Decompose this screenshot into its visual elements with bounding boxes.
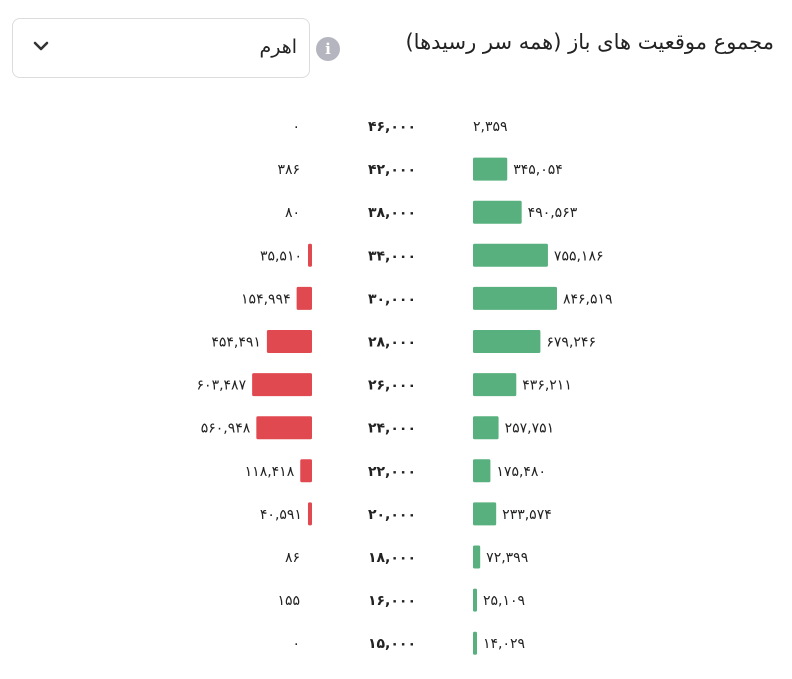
call-bar xyxy=(473,545,481,569)
call-value-label: ۶۷۹,۲۴۶ xyxy=(546,335,596,351)
put-value-label: ۰ xyxy=(292,119,300,135)
put-bar xyxy=(252,373,312,397)
call-bar xyxy=(473,502,497,526)
strike-label: ۲۲,۰۰۰ xyxy=(368,464,416,480)
put-bar xyxy=(296,286,312,310)
call-bar xyxy=(473,330,541,353)
call-value-label: ۲۳۳,۵۷۴ xyxy=(502,507,552,523)
strike-label: ۴۲,۰۰۰ xyxy=(368,162,416,178)
call-bar xyxy=(473,243,548,267)
call-value-label: ۱۴,۰۲۹ xyxy=(483,636,525,652)
strike-label: ۳۰,۰۰۰ xyxy=(368,291,416,307)
put-value-label: ۱۱۸,۴۱۸ xyxy=(245,464,295,480)
put-value-label: ۳۸۶ xyxy=(277,162,300,178)
chevron-down-icon xyxy=(33,41,49,51)
put-value-label: ۸۰ xyxy=(285,205,300,221)
call-value-label: ۱۷۵,۴۸۰ xyxy=(496,464,546,480)
chart-header: مجموع موقعیت های باز (همه سر رسیدها) i ا… xyxy=(0,0,792,90)
call-bar xyxy=(473,416,499,440)
strike-label: ۲۴,۰۰۰ xyxy=(368,421,416,437)
put-bar xyxy=(266,330,312,353)
put-bar xyxy=(308,243,312,267)
strike-label: ۲۶,۰۰۰ xyxy=(368,378,416,394)
strike-label: ۲۸,۰۰۰ xyxy=(368,335,416,351)
strike-label: ۱۵,۰۰۰ xyxy=(368,636,416,652)
call-bar xyxy=(473,286,557,310)
call-value-label: ۴۳۶,۲۱۱ xyxy=(522,378,572,394)
call-bar xyxy=(473,631,477,655)
strike-label: ۳۸,۰۰۰ xyxy=(368,205,416,221)
strike-label: ۲۰,۰۰۰ xyxy=(368,507,416,523)
call-bar xyxy=(473,157,508,181)
strike-label: ۱۶,۰۰۰ xyxy=(368,593,416,609)
put-value-label: ۸۶ xyxy=(285,550,300,566)
info-icon[interactable]: i xyxy=(316,37,340,61)
call-bar xyxy=(473,459,491,483)
call-bar xyxy=(473,588,477,612)
call-value-label: ۸۴۶,۵۱۹ xyxy=(563,291,613,307)
chart-title: مجموع موقعیت های باز (همه سر رسیدها) xyxy=(405,30,774,54)
call-value-label: ۷۵۵,۱۸۶ xyxy=(554,248,604,264)
put-value-label: ۴۵۴,۴۹۱ xyxy=(211,335,261,351)
put-value-label: ۰ xyxy=(292,636,300,652)
call-value-label: ۴۹۰,۵۶۳ xyxy=(528,205,578,221)
call-value-label: ۲۵,۱۰۹ xyxy=(483,593,525,609)
call-value-label: ۳۴۵,۰۵۴ xyxy=(513,162,563,178)
put-bar xyxy=(300,459,312,483)
put-value-label: ۱۵۵ xyxy=(277,593,300,609)
call-value-label: ۲,۳۵۹ xyxy=(473,119,508,135)
leverage-select[interactable]: اهرم xyxy=(12,18,310,78)
put-value-label: ۵۶۰,۹۴۸ xyxy=(201,421,251,437)
put-value-label: ۶۰۳,۴۸۷ xyxy=(197,378,247,394)
put-bar xyxy=(256,416,312,440)
put-bar xyxy=(307,502,312,526)
call-bar xyxy=(473,373,517,397)
call-value-label: ۷۲,۳۹۹ xyxy=(486,550,528,566)
strike-label: ۴۶,۰۰۰ xyxy=(368,119,416,135)
call-bar xyxy=(473,200,522,224)
put-value-label: ۴۰,۵۹۱ xyxy=(260,507,302,523)
call-value-label: ۲۵۷,۷۵۱ xyxy=(505,421,555,437)
put-value-label: ۳۵,۵۱۰ xyxy=(260,248,302,264)
strike-label: ۱۸,۰۰۰ xyxy=(368,550,416,566)
strike-label: ۳۴,۰۰۰ xyxy=(368,248,416,264)
select-value: اهرم xyxy=(259,36,297,58)
put-value-label: ۱۵۴,۹۹۴ xyxy=(241,291,291,307)
